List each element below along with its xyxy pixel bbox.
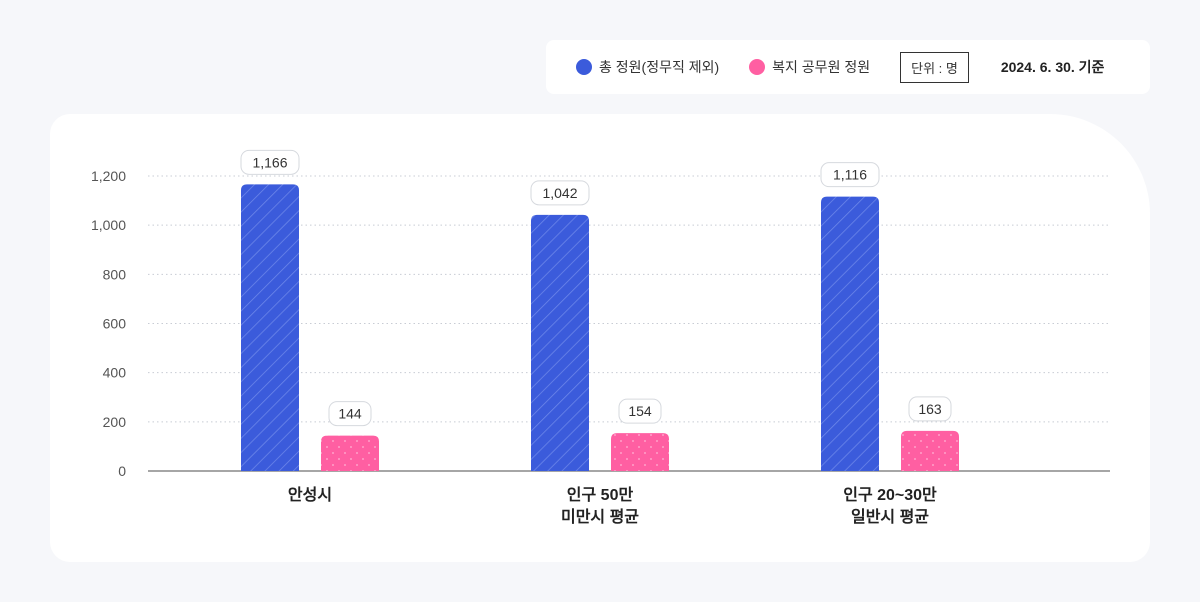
data-label-pill bbox=[328, 401, 372, 427]
data-label-pill bbox=[908, 396, 952, 422]
legend-dot-welfare bbox=[749, 59, 766, 75]
bar-welfare bbox=[901, 430, 959, 471]
x-category-label: 인구 20~30만 bbox=[843, 486, 937, 504]
x-category-label: 안성시 bbox=[288, 486, 332, 504]
unit-label: 단위 : 명 bbox=[900, 51, 969, 83]
legend-box: 총 정원(정무직 제외) 복지 공무원 정원 단위 : 명 2024. 6. 3… bbox=[546, 40, 1150, 94]
data-label: 154 bbox=[628, 403, 652, 419]
legend-dot-total bbox=[576, 59, 592, 75]
basis-date: 2024. 6. 30. 기준 bbox=[1000, 59, 1105, 75]
data-label-pill bbox=[530, 180, 590, 206]
y-tick-label: 0 bbox=[118, 463, 126, 479]
y-tick-label: 600 bbox=[103, 316, 127, 332]
y-tick-label: 800 bbox=[103, 266, 127, 282]
data-label: 1,116 bbox=[833, 167, 867, 183]
legend-item-total: 총 정원(정무직 제외) bbox=[576, 57, 719, 77]
bar-welfare bbox=[321, 435, 379, 471]
data-label: 1,042 bbox=[542, 185, 577, 201]
data-label-pill bbox=[820, 162, 880, 188]
x-category-label: 미만시 평균 bbox=[561, 508, 639, 526]
y-tick-label: 1,200 bbox=[91, 168, 126, 184]
bar-total bbox=[531, 214, 589, 471]
data-label: 163 bbox=[918, 401, 942, 417]
bar-total bbox=[821, 196, 879, 471]
y-tick-label: 200 bbox=[103, 414, 127, 430]
data-label: 144 bbox=[338, 406, 362, 422]
y-tick-label: 400 bbox=[103, 365, 127, 381]
legend-item-welfare: 복지 공무원 정원 bbox=[749, 57, 870, 77]
y-tick-label: 1,000 bbox=[91, 217, 126, 233]
data-label-pill bbox=[618, 398, 662, 424]
chart-card bbox=[50, 114, 1150, 562]
bar-welfare bbox=[611, 433, 669, 471]
data-label-pill bbox=[240, 149, 300, 175]
legend-label-total: 총 정원(정무직 제외) bbox=[599, 59, 720, 75]
x-category-label: 일반시 평균 bbox=[851, 508, 929, 526]
data-label: 1,166 bbox=[252, 154, 287, 170]
bar-total bbox=[241, 184, 299, 471]
legend-label-welfare: 복지 공무원 정원 bbox=[772, 59, 871, 75]
x-category-label: 인구 50만 bbox=[567, 486, 634, 504]
